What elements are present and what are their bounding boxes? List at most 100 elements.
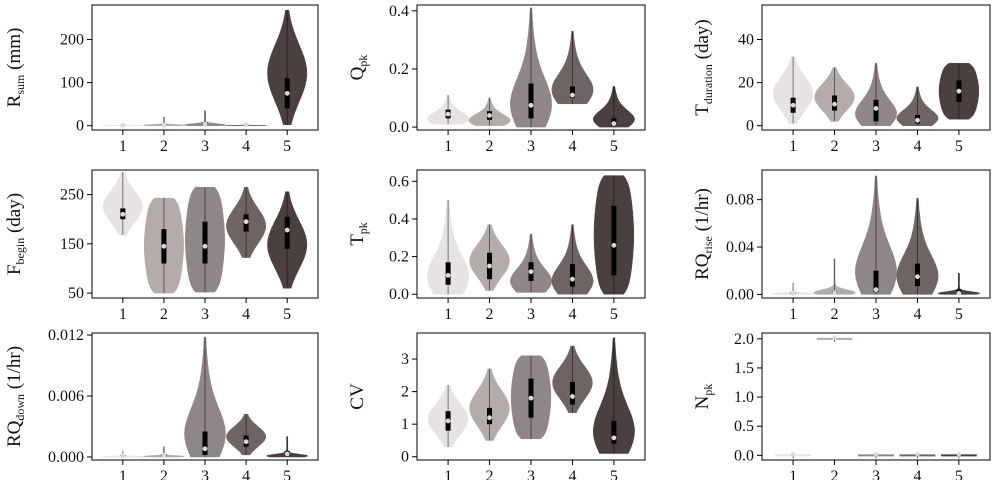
median-dot xyxy=(243,439,249,445)
x-tick-label: 1 xyxy=(444,138,452,155)
median-dot xyxy=(284,451,290,457)
y-tick-label: 200 xyxy=(60,31,84,48)
median-dot xyxy=(161,453,167,458)
x-tick-label: 3 xyxy=(872,306,880,323)
median-dot xyxy=(528,102,534,108)
x-tick-label: 1 xyxy=(789,468,797,480)
y-tick-label: 0.2 xyxy=(389,249,409,266)
median-dot xyxy=(202,243,208,249)
median-dot xyxy=(611,242,617,248)
median-dot xyxy=(284,227,290,233)
y-tick-label: 0 xyxy=(746,118,754,135)
median-dot xyxy=(915,452,920,457)
median-dot xyxy=(915,117,920,123)
panel-fbegin: 50 150 250 1 2 3 4 5 Fbegin (day) xyxy=(4,169,319,323)
median-dot xyxy=(445,111,451,117)
x-tick-label: 2 xyxy=(486,138,494,155)
x-tick-label: 1 xyxy=(444,468,452,480)
x-tick-label: 1 xyxy=(444,306,452,323)
median-dot xyxy=(832,335,837,341)
median-dot xyxy=(611,435,617,441)
panel-rqdown: 0.000 0.006 0.012 1 2 3 4 5 RQdown (1/hr) xyxy=(4,327,319,480)
y-tick-label: 20 xyxy=(738,75,754,92)
x-tick-label: 2 xyxy=(160,138,168,155)
y-tick-label: 250 xyxy=(60,187,84,204)
y-tick-label: 0.4 xyxy=(389,3,409,20)
x-tick-label: 2 xyxy=(831,468,839,480)
y-axis-label: CV xyxy=(347,383,368,410)
x-tick-label: 2 xyxy=(831,138,839,155)
y-axis-label: Fbegin (day) xyxy=(4,193,27,275)
x-tick-label: 4 xyxy=(242,138,250,155)
median-dot xyxy=(120,122,126,128)
y-tick-label: 0.6 xyxy=(389,173,409,190)
y-tick-label: 50 xyxy=(68,285,84,302)
x-tick-label: 1 xyxy=(789,306,797,323)
x-tick-label: 5 xyxy=(955,468,963,480)
median-dot xyxy=(790,452,796,457)
x-tick-label: 1 xyxy=(119,468,127,480)
y-tick-label: 0.2 xyxy=(389,61,409,78)
median-dot xyxy=(873,287,879,293)
median-dot xyxy=(202,121,208,127)
panel-npk: 0.0 0.5 1.0 1.5 2.0 1 2 3 4 5 Npk xyxy=(692,331,991,480)
plot-frame xyxy=(761,332,991,461)
median-dot xyxy=(570,394,575,399)
x-tick-label: 5 xyxy=(955,306,963,323)
median-dot xyxy=(487,415,492,421)
y-tick-label: 0.5 xyxy=(734,418,754,435)
y-tick-label: 0.4 xyxy=(389,211,409,228)
x-tick-label: 2 xyxy=(160,306,168,323)
median-dot xyxy=(956,88,962,94)
panel-rsum: 0 100 200 1 2 3 4 5 Rsum (mm) xyxy=(4,4,319,155)
y-tick-label: 0.000 xyxy=(48,449,84,466)
median-dot xyxy=(445,273,451,278)
x-tick-label: 3 xyxy=(201,138,209,155)
y-tick-label: 2.0 xyxy=(734,331,754,348)
median-dot xyxy=(873,106,879,111)
y-tick-label: 100 xyxy=(60,75,84,92)
median-dot xyxy=(790,102,796,108)
y-tick-label: 0.0 xyxy=(734,447,754,464)
x-tick-label: 4 xyxy=(242,468,250,480)
y-axis-label: Tpk xyxy=(347,222,370,246)
median-dot xyxy=(202,446,208,452)
x-tick-label: 5 xyxy=(955,138,963,155)
median-dot xyxy=(120,453,126,459)
x-tick-label: 2 xyxy=(486,468,494,480)
x-tick-label: 3 xyxy=(872,138,880,155)
y-tick-label: 0.012 xyxy=(48,327,84,344)
x-tick-label: 3 xyxy=(201,306,209,323)
median-dot xyxy=(956,290,962,296)
y-axis-label: RQdown (1/hr) xyxy=(4,346,27,447)
median-dot xyxy=(161,243,167,249)
panel-tpk: 0.0 0.2 0.4 0.6 1 2 3 4 5 Tpk xyxy=(347,169,646,323)
median-dot xyxy=(832,101,837,107)
y-axis-label: RQrise (1/hr) xyxy=(692,188,715,280)
median-dot xyxy=(487,263,492,269)
x-tick-label: 4 xyxy=(568,306,576,323)
x-tick-label: 1 xyxy=(119,138,127,155)
median-dot xyxy=(161,122,167,128)
median-dot xyxy=(528,395,534,401)
y-axis-label: Npk xyxy=(692,384,715,410)
x-tick-label: 1 xyxy=(119,306,127,323)
x-tick-label: 4 xyxy=(568,468,576,480)
y-tick-label: 0.04 xyxy=(726,239,754,256)
panel-tduration: 0 20 40 1 2 3 4 5 Tduration (day) xyxy=(692,4,991,155)
panel-qpk: 0.0 0.2 0.4 1 2 3 4 5 Qpk xyxy=(347,3,646,155)
x-tick-label: 4 xyxy=(913,306,921,323)
median-dot xyxy=(832,290,837,296)
x-tick-label: 4 xyxy=(242,306,250,323)
x-tick-label: 3 xyxy=(527,468,535,480)
median-dot xyxy=(284,90,290,96)
y-tick-label: 150 xyxy=(60,236,84,253)
median-dot xyxy=(528,269,534,275)
y-tick-label: 0 xyxy=(76,118,84,135)
x-tick-label: 4 xyxy=(913,138,921,155)
y-tick-label: 1.5 xyxy=(734,360,754,377)
x-tick-label: 3 xyxy=(527,138,535,155)
x-tick-label: 5 xyxy=(610,306,618,323)
y-tick-label: 0.0 xyxy=(389,119,409,136)
x-tick-label: 4 xyxy=(568,138,576,155)
